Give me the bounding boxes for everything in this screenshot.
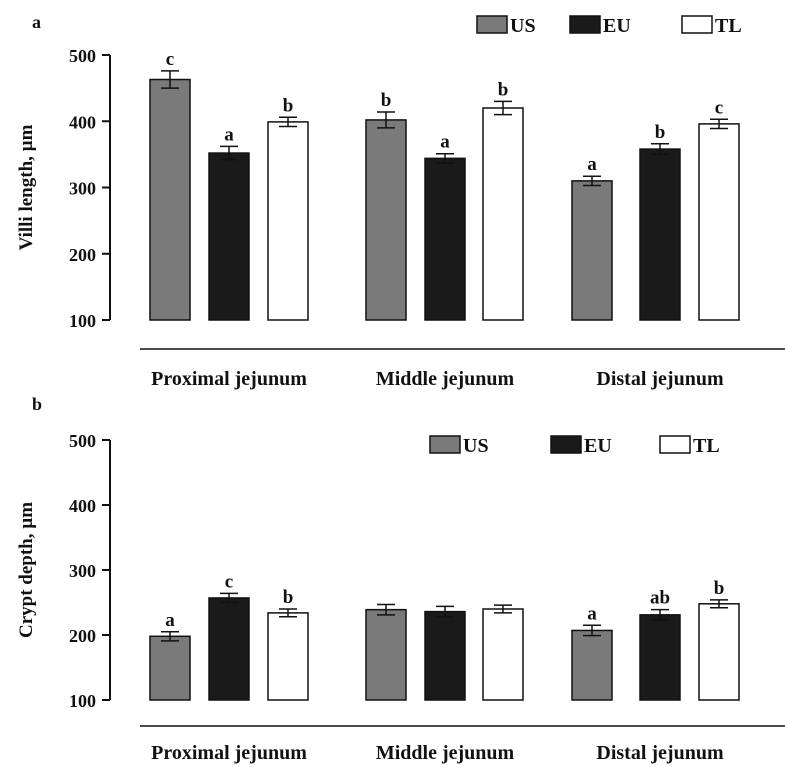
bar-us [365, 119, 407, 321]
bar-tl [267, 121, 309, 321]
legend-label: EU [603, 15, 631, 37]
legend-label: EU [584, 435, 612, 457]
legend-swatch-tl [681, 15, 713, 34]
significance-letter: b [498, 79, 509, 100]
bar-tl [482, 608, 524, 701]
significance-letter: a [165, 610, 175, 631]
bar-eu [639, 148, 681, 321]
y-tick-label: 100 [69, 691, 96, 711]
y-tick-label: 300 [69, 561, 96, 581]
legend-label: US [510, 15, 536, 37]
y-tick-label: 400 [69, 112, 96, 132]
y-tick-label: 500 [69, 46, 96, 66]
chart-panel-a: a 100 200 300 400 500 Villi length, µm Proximal… [16, 12, 785, 390]
bar-us [571, 629, 613, 701]
bar-us [149, 78, 191, 321]
significance-letter: a [440, 132, 450, 153]
bar-tl [698, 603, 740, 701]
legend-swatch-eu [569, 15, 601, 34]
x-category-label: Proximal jejunum [151, 742, 307, 764]
panel-label: b [32, 394, 42, 414]
y-tick-label: 200 [69, 626, 96, 646]
y-tick-label: 500 [69, 431, 96, 451]
legend-swatch-us [429, 435, 461, 454]
legend-swatch-us [476, 15, 508, 34]
bar-eu [639, 614, 681, 701]
panel-label: a [32, 12, 41, 32]
y-axis-title: Crypt depth, µm [16, 502, 37, 638]
x-category-label: Middle jejunum [376, 742, 515, 764]
significance-letter: c [225, 571, 233, 592]
significance-letter: b [714, 578, 725, 599]
significance-letter: c [166, 49, 174, 70]
legend-swatch-eu [550, 435, 582, 454]
x-category-label: Middle jejunum [376, 368, 515, 390]
bar-tl [482, 107, 524, 321]
x-category-label: Distal jejunum [596, 742, 724, 764]
bar-eu [208, 152, 250, 321]
significance-letter: b [655, 122, 666, 143]
bar-eu [208, 597, 250, 701]
y-tick-label: 200 [69, 245, 96, 265]
chart-panel-b: b 100 200 300 400 500 Crypt depth, µm Proximal … [16, 394, 785, 764]
bar-us [365, 608, 407, 701]
y-tick-label: 400 [69, 496, 96, 516]
significance-letter: c [715, 97, 723, 118]
bar-eu [424, 157, 466, 321]
bar-tl [698, 123, 740, 321]
significance-letter: a [224, 124, 234, 145]
significance-letter: a [587, 154, 597, 175]
y-axis-title: Villi length, µm [16, 124, 37, 250]
legend-swatch-tl [659, 435, 691, 454]
bar-eu [424, 610, 466, 701]
bar-tl [267, 612, 309, 701]
significance-letter: b [381, 90, 392, 111]
significance-letter: b [283, 95, 294, 116]
bar-us [149, 635, 191, 701]
significance-letter: a [587, 603, 597, 624]
significance-letter: b [283, 587, 294, 608]
x-category-label: Distal jejunum [596, 368, 724, 390]
significance-letter: ab [650, 588, 670, 609]
x-category-label: Proximal jejunum [151, 368, 307, 390]
legend-label: TL [715, 15, 742, 37]
y-tick-label: 100 [69, 311, 96, 331]
y-tick-label: 300 [69, 179, 96, 199]
bar-us [571, 180, 613, 321]
legend-label: TL [693, 435, 720, 457]
legend-label: US [463, 435, 489, 457]
